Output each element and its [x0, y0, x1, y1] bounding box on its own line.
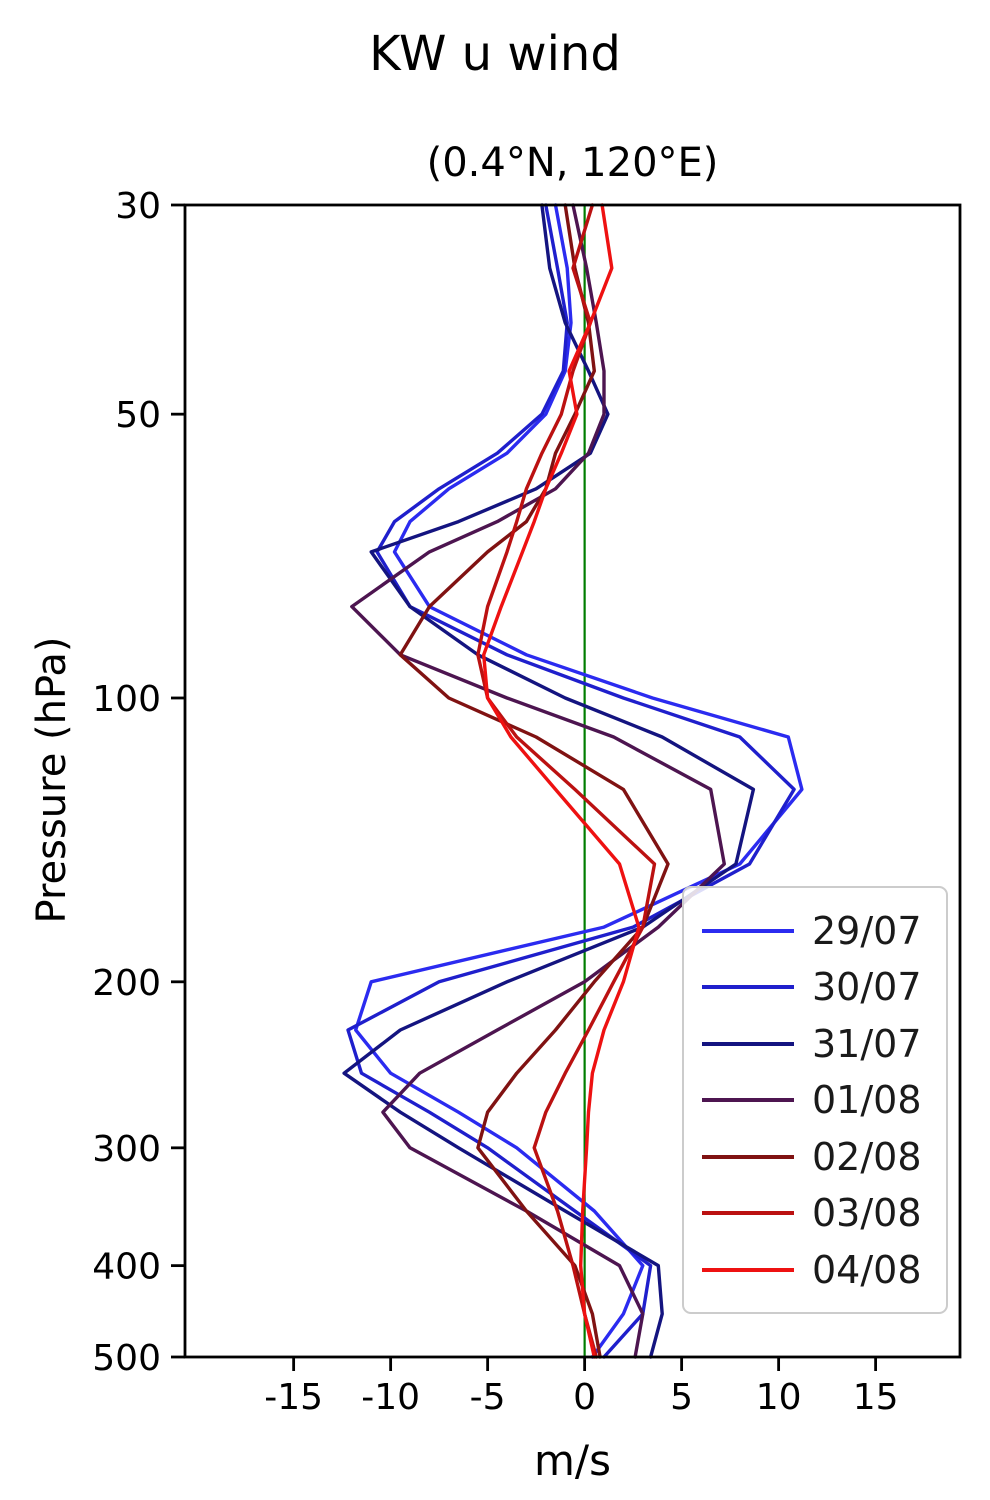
- series-line-30-07: [346, 203, 796, 1359]
- series-line-03-08: [476, 203, 657, 1359]
- y-tick-label: 50: [115, 395, 161, 436]
- legend-label: 02/08: [812, 1134, 922, 1179]
- chart-subtitle: (0.4°N, 120°E): [426, 140, 719, 186]
- series-line-02-08: [398, 203, 670, 1359]
- x-tick-label: -5: [470, 1377, 506, 1418]
- legend-entry-02-08: 02/08: [702, 1135, 940, 1179]
- legend-entry-01-08: 01/08: [702, 1078, 940, 1122]
- axes-frame: [183, 203, 962, 1359]
- series-line-29-07: [354, 203, 804, 1359]
- series-line-04-08: [482, 203, 641, 1359]
- legend-line-sample: [702, 1041, 794, 1046]
- x-tick-label: 15: [853, 1377, 899, 1418]
- x-tick-label: 10: [756, 1377, 802, 1418]
- legend-entry-03-08: 03/08: [702, 1191, 940, 1235]
- legend-line-sample: [702, 1098, 794, 1102]
- y-tick-label: 200: [92, 963, 161, 1004]
- legend-entry-31-07: 31/07: [702, 1022, 940, 1066]
- x-tick-label: 0: [573, 1377, 596, 1418]
- x-tick-label: -15: [264, 1377, 323, 1418]
- chart-title: KW u wind: [369, 26, 621, 82]
- legend-entry-30-07: 30/07: [702, 965, 940, 1009]
- y-tick-label: 500: [92, 1338, 161, 1379]
- legend: 29/07 30/07 31/07 01/08 02/08 03/08 04/08: [682, 886, 948, 1314]
- legend-line-sample: [702, 985, 794, 989]
- x-tick-label: -10: [361, 1377, 420, 1418]
- y-tick-label: 100: [92, 679, 161, 720]
- y-axis-label: Pressure (hPa): [29, 636, 75, 924]
- y-tick-label: 400: [92, 1247, 161, 1288]
- legend-line-sample: [702, 1267, 794, 1272]
- x-axis-label: m/s: [534, 1436, 611, 1485]
- legend-label: 01/08: [812, 1078, 922, 1122]
- y-tick-label: 300: [92, 1129, 161, 1170]
- legend-line-sample: [702, 928, 794, 933]
- legend-label: 29/07: [812, 908, 922, 953]
- legend-line-sample: [702, 1211, 794, 1215]
- series-line-31-07: [342, 203, 756, 1359]
- y-tick-label: 30: [115, 186, 161, 227]
- legend-label: 30/07: [812, 965, 922, 1009]
- legend-label: 03/08: [812, 1191, 922, 1235]
- legend-label: 04/08: [812, 1247, 922, 1292]
- legend-entry-04-08: 04/08: [702, 1248, 940, 1292]
- x-tick-label: 5: [670, 1377, 693, 1418]
- legend-line-sample: [702, 1154, 794, 1159]
- legend-label: 31/07: [812, 1021, 922, 1066]
- legend-entry-29-07: 29/07: [702, 909, 940, 953]
- series-line-01-08: [350, 203, 726, 1359]
